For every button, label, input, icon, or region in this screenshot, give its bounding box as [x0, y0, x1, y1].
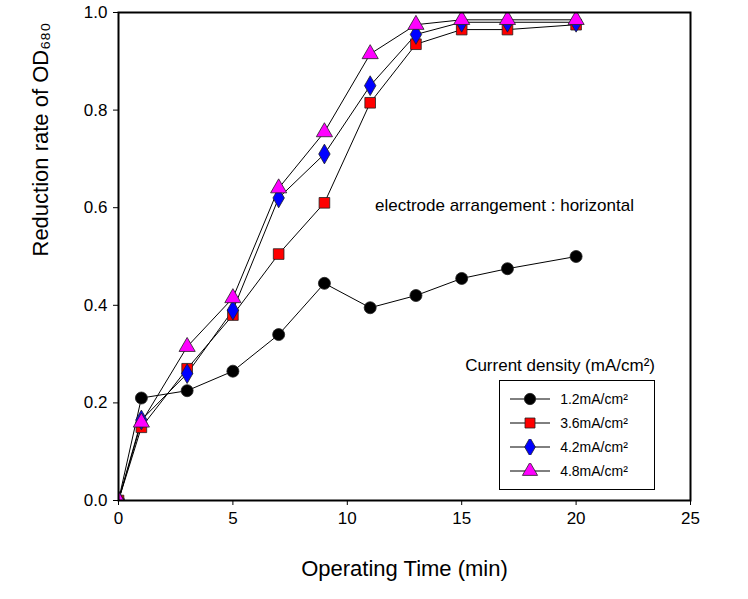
- svg-text:0.4: 0.4: [84, 296, 108, 315]
- html-text:3.6mA/cm²: 3.6mA/cm²: [560, 415, 628, 431]
- svg-text:0.0: 0.0: [84, 491, 108, 510]
- svg-text:20: 20: [567, 509, 586, 528]
- svg-text:Operating Time (min): Operating Time (min): [301, 556, 508, 581]
- svg-text:Reduction rate of OD₆₈₀: Reduction rate of OD₆₈₀: [28, 23, 53, 257]
- html-text:4.8mA/cm²: 4.8mA/cm²: [560, 463, 628, 479]
- svg-text:1.0: 1.0: [84, 3, 108, 22]
- svg-text:0.2: 0.2: [84, 393, 108, 412]
- svg-text:5: 5: [228, 509, 237, 528]
- svg-text:0: 0: [114, 509, 123, 528]
- svg-text:0.6: 0.6: [84, 198, 108, 217]
- html-text:Current density (mA/cm²): Current density (mA/cm²): [465, 356, 655, 375]
- svg-text:10: 10: [338, 509, 357, 528]
- html-text:1.2mA/cm²: 1.2mA/cm²: [560, 391, 628, 407]
- html-text:electrode arrangement : horizo: electrode arrangement : horizontal: [375, 196, 634, 215]
- svg-text:0.8: 0.8: [84, 101, 108, 120]
- svg-text:15: 15: [452, 509, 471, 528]
- svg-text:25: 25: [681, 509, 700, 528]
- html-text:4.2mA/cm²: 4.2mA/cm²: [560, 439, 628, 455]
